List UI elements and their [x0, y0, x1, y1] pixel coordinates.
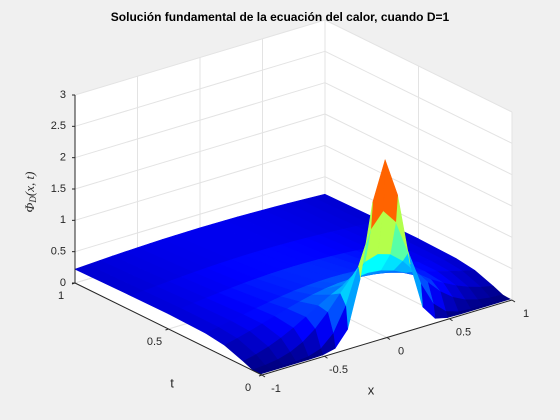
z-tick-label: 1.5	[51, 183, 66, 195]
surface	[74, 159, 511, 375]
y-tick-label: 1	[58, 290, 64, 302]
z-label-subscript: D	[28, 196, 38, 204]
grid-line	[324, 176, 513, 270]
z-tick-label: 2	[60, 152, 66, 164]
x-tick-label: 1	[523, 308, 529, 320]
y-axis-line	[74, 282, 263, 376]
y-tick-label: 0	[245, 382, 251, 394]
z-tick-label: 1	[60, 214, 66, 226]
grid-line	[74, 144, 326, 221]
grid-line	[74, 19, 326, 96]
tick-mark	[511, 299, 516, 303]
grid-line	[74, 113, 326, 190]
x-tick-label: -1	[271, 383, 281, 395]
z-tick-label: 3	[60, 89, 66, 101]
x-tick-label: 0	[398, 345, 404, 357]
z-label-args: (x, t)	[22, 172, 37, 197]
chart-title: Solución fundamental de la ecuación del …	[111, 10, 450, 24]
grid-line	[324, 50, 513, 144]
x-tick-label: 0.5	[456, 327, 471, 339]
grid-line	[324, 144, 513, 238]
grid-line	[74, 176, 326, 253]
y-tick-label: 0.5	[147, 336, 162, 348]
z-label-symbol: Φ	[22, 202, 37, 212]
y-axis-label: t	[170, 375, 174, 390]
grid-line	[324, 19, 513, 113]
z-tick-label: 0.5	[51, 246, 66, 258]
z-axis-label: ΦD(x, t)	[22, 172, 38, 213]
x-axis-label: x	[368, 382, 375, 397]
x-axis-line	[261, 299, 513, 376]
grid-line	[74, 50, 326, 127]
grid-line	[324, 82, 513, 176]
z-tick-label: 0	[60, 277, 66, 289]
x-tick-label: -0.5	[329, 364, 348, 376]
grid-line	[324, 113, 513, 207]
grid-line	[74, 82, 326, 159]
z-tick-label: 2.5	[51, 120, 66, 132]
